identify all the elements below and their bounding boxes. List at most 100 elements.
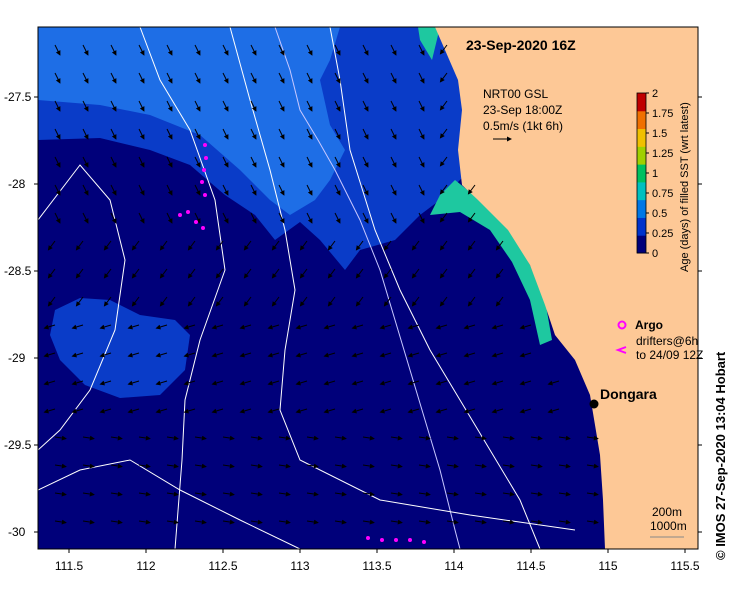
current-vector-arrow xyxy=(54,156,61,168)
current-vector-arrow xyxy=(467,296,476,307)
y-tick: -29 xyxy=(8,351,702,365)
current-vector-arrow xyxy=(439,296,448,307)
current-vector-arrow xyxy=(558,463,571,469)
x-tick-label: 111.5 xyxy=(55,559,84,573)
current-vector-arrow xyxy=(327,296,336,307)
current-vector-arrow xyxy=(362,519,375,525)
colorbar-tick-label: 2 xyxy=(652,88,658,100)
current-vector-arrow xyxy=(43,380,56,386)
current-vector-arrow xyxy=(138,156,145,168)
current-vector-arrow xyxy=(390,72,397,84)
current-vector-arrow xyxy=(166,491,179,497)
contour-legend-200m: 200m xyxy=(652,505,682,519)
current-vector-arrow xyxy=(138,72,145,84)
current-vector-arrow xyxy=(295,408,308,414)
current-vector-arrow xyxy=(491,352,504,358)
current-vector-arrow xyxy=(418,212,425,224)
current-vector-arrow xyxy=(355,268,364,279)
current-vector-arrow xyxy=(299,240,308,251)
current-vector-arrow xyxy=(194,435,207,441)
drifter-label-line1: drifters@6h xyxy=(636,334,698,348)
isobath-contour-200m xyxy=(274,27,461,549)
current-vector-arrow xyxy=(362,100,369,112)
current-vector-arrow xyxy=(82,212,89,224)
current-vector-arrow xyxy=(334,72,341,84)
current-vector-arrow xyxy=(43,324,56,330)
current-vector-arrow xyxy=(495,268,504,279)
current-vector-arrow xyxy=(278,100,285,112)
current-vector-arrow xyxy=(138,212,145,224)
current-vector-arrow xyxy=(446,491,459,497)
current-vector-arrow xyxy=(586,491,599,497)
current-vector-arrow xyxy=(334,463,347,469)
current-vector-arrow xyxy=(183,408,196,414)
current-vector-arrow xyxy=(558,491,571,497)
colorbar-gradient xyxy=(637,93,646,254)
current-vector-arrow xyxy=(127,380,140,386)
y-tick: -27.5 xyxy=(4,90,702,104)
current-vector-arrow xyxy=(323,324,336,330)
x-tick: 112 xyxy=(136,549,156,573)
current-vector-arrow xyxy=(334,156,341,168)
current-vector-arrow xyxy=(502,519,515,525)
plot-frame xyxy=(37,26,699,550)
current-vector-arrow xyxy=(495,296,504,307)
y-tick-label: -29 xyxy=(8,351,26,365)
current-vector-arrow xyxy=(411,296,420,307)
current-vector-arrow xyxy=(278,184,285,196)
current-vector-arrow xyxy=(271,268,280,279)
current-vector-arrow xyxy=(166,128,173,140)
current-vector-arrow xyxy=(327,268,336,279)
current-vector-arrow xyxy=(194,212,201,224)
current-vector-arrow xyxy=(390,44,397,56)
current-vector-arrow xyxy=(166,156,173,168)
current-vector-arrow xyxy=(138,100,145,112)
current-vector-arrow xyxy=(435,408,448,414)
map-title: 23-Sep-2020 16Z xyxy=(466,37,576,53)
current-vector-arrow xyxy=(131,240,140,251)
current-vector-arrow xyxy=(467,184,476,195)
current-vector-arrow xyxy=(278,44,285,56)
argo-symbol xyxy=(617,320,627,330)
current-vector-arrow xyxy=(127,352,140,358)
current-vector-arrow xyxy=(502,435,515,441)
current-vector-arrow xyxy=(194,72,201,84)
current-vector-arrow xyxy=(439,156,448,167)
y-tick-label: -27.5 xyxy=(4,90,32,104)
current-vector-arrow xyxy=(71,408,84,414)
current-vector-arrow xyxy=(278,435,291,441)
current-vector-arrow xyxy=(187,240,196,251)
current-vector-arrow xyxy=(474,435,487,441)
current-vector-arrow xyxy=(439,268,448,279)
current-vector-arrow xyxy=(183,380,196,386)
current-vector-arrow xyxy=(71,324,84,330)
current-vector-arrow xyxy=(323,380,336,386)
current-vector-arrow xyxy=(278,156,285,168)
colorbar-segment xyxy=(637,110,646,130)
isobath-contour-1000m xyxy=(329,27,541,549)
current-vector-arrow xyxy=(418,491,431,497)
current-vector-arrow xyxy=(327,240,336,251)
current-vector-arrow xyxy=(166,463,179,469)
current-vector-arrow xyxy=(75,268,84,279)
current-vector-arrow xyxy=(586,519,599,525)
land-region xyxy=(435,27,698,549)
current-vector-arrow xyxy=(411,240,420,251)
current-vector-arrow xyxy=(439,240,448,251)
current-vector-arrow xyxy=(495,240,504,251)
current-vector-arrow xyxy=(519,408,532,414)
current-vector-arrow xyxy=(103,296,112,307)
current-vector-arrow xyxy=(383,240,392,251)
current-vector-arrow xyxy=(463,380,476,386)
current-vector-arrow xyxy=(334,212,341,224)
current-vector-arrow xyxy=(558,435,571,441)
current-vector-arrow xyxy=(439,184,448,195)
current-vector-arrow xyxy=(47,296,56,307)
current-vector-arrow xyxy=(390,128,397,140)
current-vector-arrow xyxy=(351,352,364,358)
current-vector-arrow xyxy=(99,324,112,330)
current-vector-arrow xyxy=(306,435,319,441)
current-vector-arrow xyxy=(439,44,448,55)
current-vector-arrow xyxy=(222,212,229,224)
colorbar-segment xyxy=(637,128,646,147)
